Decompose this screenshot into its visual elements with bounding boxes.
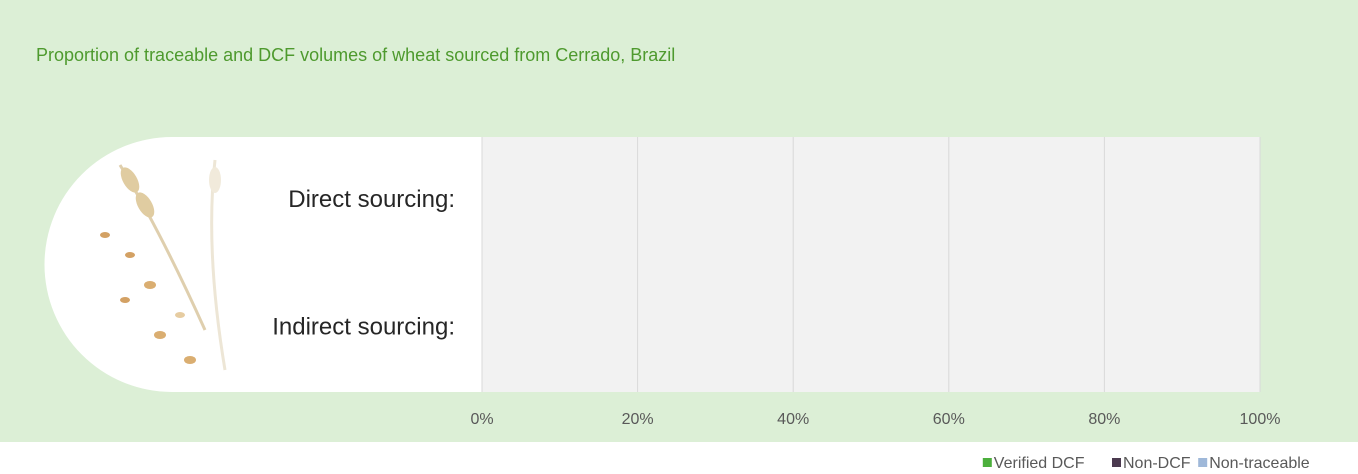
category-label: Direct sourcing: — [288, 186, 455, 213]
chart: Proportion of traceable and DCF volumes … — [0, 0, 1358, 474]
legend-label: Non-traceable — [1209, 455, 1310, 472]
x-tick-label: 100% — [1240, 411, 1281, 428]
x-tick-label: 80% — [1088, 411, 1120, 428]
legend-label: Verified DCF — [994, 455, 1085, 472]
label-background — [45, 137, 483, 392]
plot-area — [482, 137, 1260, 392]
x-tick-label: 20% — [622, 411, 654, 428]
x-tick-label: 60% — [933, 411, 965, 428]
chart-title: Proportion of traceable and DCF volumes … — [36, 45, 675, 65]
legend-swatch — [1198, 458, 1207, 467]
x-tick-label: 40% — [777, 411, 809, 428]
legend-swatch — [983, 458, 992, 467]
legend-swatch — [1112, 458, 1121, 467]
legend-label: Non-DCF — [1123, 455, 1191, 472]
x-tick-label: 0% — [470, 411, 493, 428]
category-label: Indirect sourcing: — [272, 314, 455, 341]
